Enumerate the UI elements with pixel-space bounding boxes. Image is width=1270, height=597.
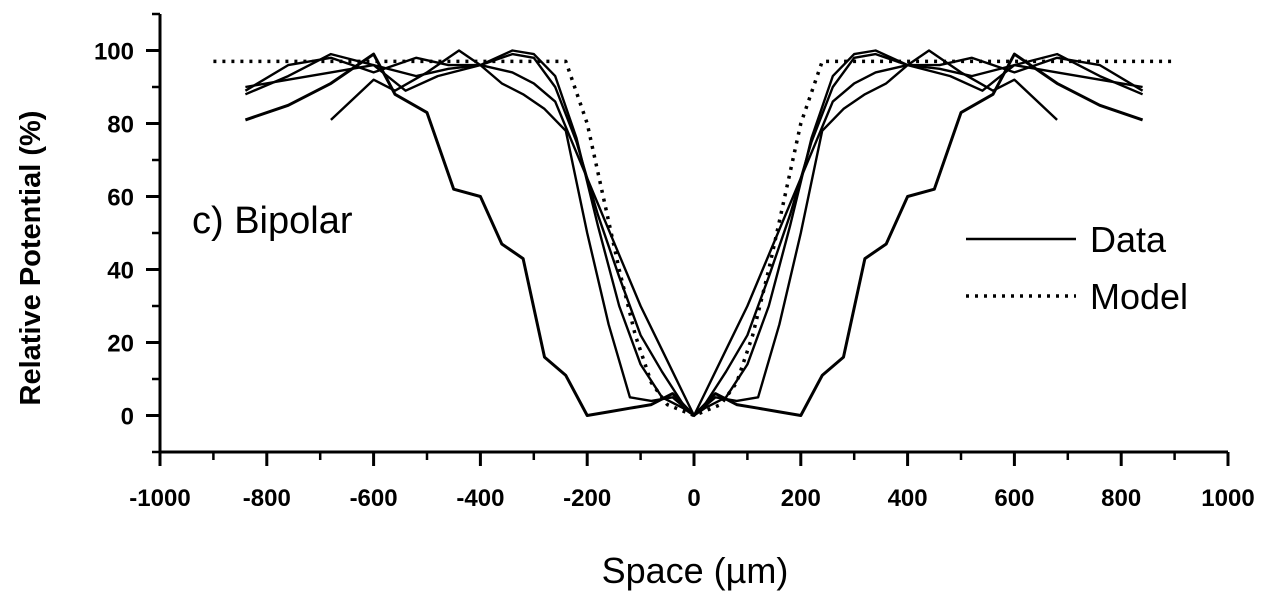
x-tick-label: 0	[687, 485, 700, 512]
x-tick-label: 800	[1101, 485, 1141, 512]
data-series-line-5	[245, 63, 1143, 417]
x-tick-label: 400	[888, 485, 928, 512]
data-series-line-3	[244, 49, 1144, 417]
y-tick-label: 0	[121, 404, 134, 431]
x-tick-label: -200	[563, 485, 611, 512]
legend: Data Model	[966, 219, 1188, 317]
x-tick-label: -800	[243, 485, 291, 512]
x-tick-label: 200	[781, 485, 821, 512]
x-tick-label: -1000	[129, 485, 190, 512]
y-tick-label: 80	[107, 112, 134, 139]
y-tick-label: 100	[94, 39, 134, 66]
series-layer	[213, 49, 1175, 418]
legend-label-model: Model	[1090, 276, 1188, 317]
y-tick-label: 20	[107, 331, 134, 358]
panel-annotation: c) Bipolar	[192, 200, 353, 242]
legend-label-data: Data	[1090, 219, 1167, 260]
y-tick-label: 40	[107, 258, 134, 285]
x-tick-label: -400	[456, 485, 504, 512]
y-axis-title: Relative Potential (%)	[15, 111, 47, 406]
y-tick-label: 60	[107, 185, 134, 212]
x-axis-title: Space (µm)	[602, 550, 789, 591]
x-tick-label: -600	[350, 485, 398, 512]
data-series-line-4	[244, 52, 1144, 417]
axes: -1000 -800 -600 -400 -200 0 200 400 600 800 1000 0 2…	[94, 12, 1255, 512]
x-tick-label: 600	[994, 485, 1034, 512]
x-tick-label: 1000	[1201, 485, 1254, 512]
data-series-line-2	[330, 49, 1058, 417]
data-series-line-1	[244, 52, 1144, 417]
